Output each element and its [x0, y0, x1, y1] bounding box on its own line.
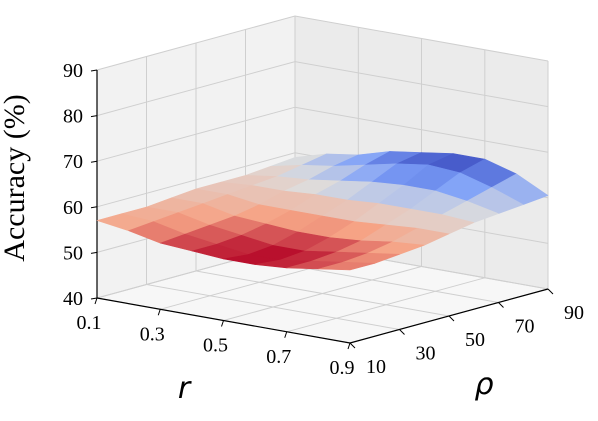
surface-mesh [96, 151, 549, 271]
rho-tick-label: 30 [416, 343, 436, 365]
r-tick [157, 309, 161, 316]
r-tick [284, 331, 288, 338]
z-tick [90, 160, 98, 163]
z-axis-label: Accuracy (%) [0, 94, 31, 261]
rho-tick [399, 329, 405, 335]
r-tick-label: 0.1 [77, 312, 102, 334]
rho-tick [448, 315, 455, 322]
z-tick-label: 40 [63, 288, 83, 310]
z-tick-label: 50 [63, 242, 83, 264]
rho-tick-label: 70 [515, 316, 535, 338]
x-axis-label: r [178, 371, 192, 406]
tick-labels: 40 50 60 70 80 90 0.1 0.3 0.5 0.7 0.9 10 30 50 70 90 [63, 60, 584, 379]
rho-tick-label: 10 [366, 356, 386, 378]
z-tick-label: 70 [63, 151, 83, 173]
z-tick [90, 206, 98, 209]
rho-tick-label: 50 [465, 329, 485, 351]
axis-edges [90, 69, 554, 350]
z-tick-label: 80 [63, 106, 83, 128]
z-tick-label: 60 [63, 197, 83, 219]
rho-tick [547, 288, 554, 295]
rho-tick-label: 90 [564, 302, 584, 324]
z-tick [90, 115, 98, 118]
r-tick [347, 342, 351, 350]
surface-patch [318, 261, 376, 271]
y-axis-label: ρ [474, 367, 493, 402]
rho-tick [498, 302, 504, 308]
z-tick [90, 297, 98, 300]
grid-lines [96, 15, 549, 344]
z-tick [90, 251, 98, 254]
r-tick-label: 0.7 [266, 346, 291, 368]
r-tick [221, 320, 224, 327]
rho-tick [349, 342, 356, 349]
r-tick-label: 0.9 [330, 357, 355, 379]
rho-grid-line [195, 43, 450, 317]
r-tick-label: 0.5 [203, 335, 228, 357]
z-tick [90, 69, 98, 72]
r-tick [94, 297, 98, 305]
z-tick-label: 90 [63, 60, 83, 82]
rho-grid-line [146, 56, 400, 330]
r-tick-label: 0.3 [140, 323, 165, 345]
